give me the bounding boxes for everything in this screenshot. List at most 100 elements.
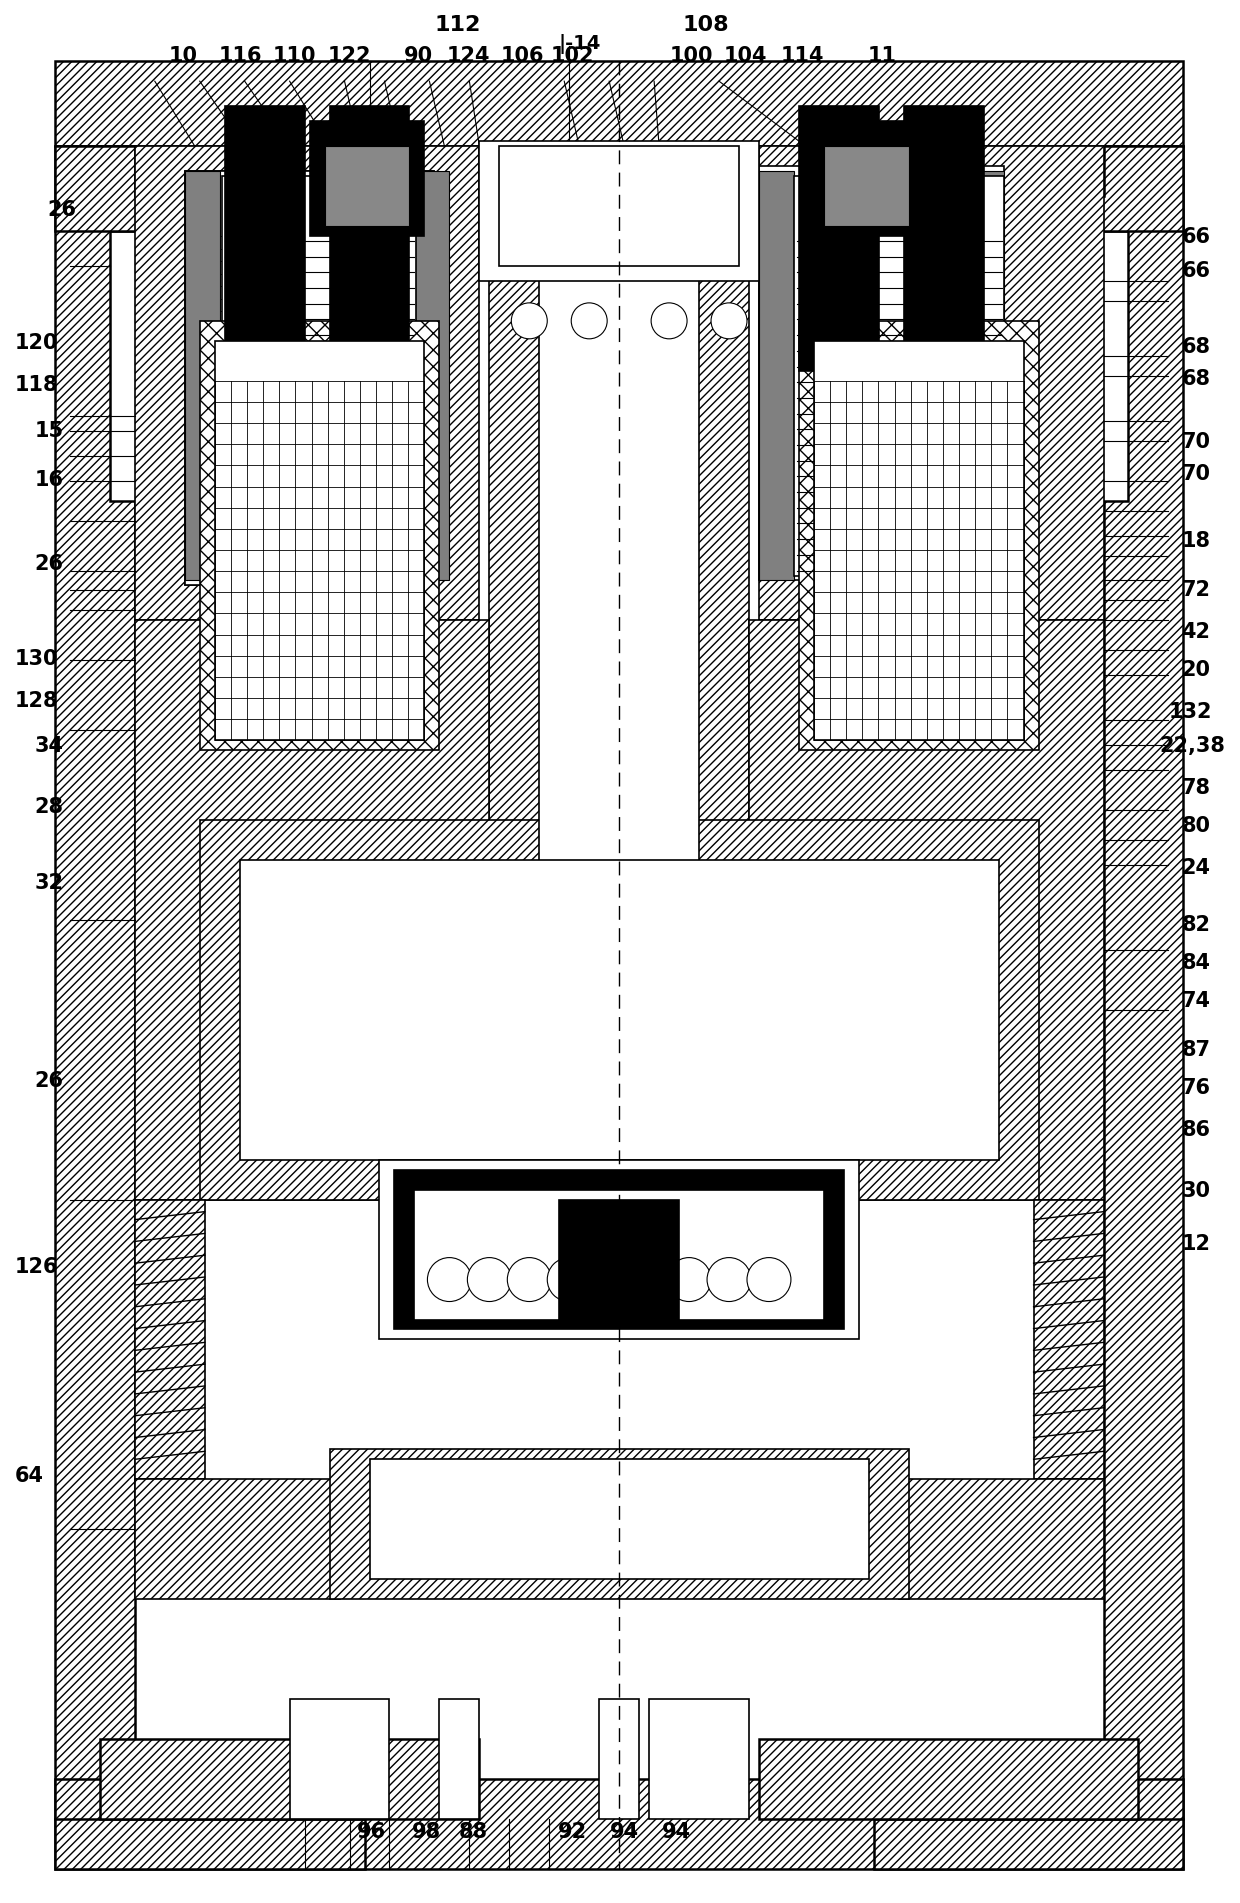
Text: 76: 76 xyxy=(1182,1079,1210,1098)
Text: 32: 32 xyxy=(35,873,63,893)
Polygon shape xyxy=(968,171,1003,580)
Text: 20: 20 xyxy=(1182,660,1210,679)
Polygon shape xyxy=(370,1460,869,1579)
Text: 100: 100 xyxy=(670,46,713,67)
Circle shape xyxy=(511,303,547,339)
Circle shape xyxy=(711,303,746,339)
Text: 120: 120 xyxy=(15,333,58,354)
Text: 106: 106 xyxy=(501,46,544,67)
Text: 124: 124 xyxy=(446,46,490,67)
Text: 30: 30 xyxy=(1182,1182,1210,1201)
Circle shape xyxy=(707,1258,751,1302)
Text: 108: 108 xyxy=(682,15,729,36)
Polygon shape xyxy=(749,620,1104,1199)
Polygon shape xyxy=(215,341,424,740)
Polygon shape xyxy=(135,147,480,620)
Text: 114: 114 xyxy=(781,46,825,67)
Polygon shape xyxy=(759,147,1104,620)
Text: 68: 68 xyxy=(1182,369,1210,390)
Text: 26: 26 xyxy=(47,200,76,221)
Polygon shape xyxy=(330,107,409,371)
Text: 16: 16 xyxy=(35,470,63,491)
Text: 18: 18 xyxy=(1182,531,1210,552)
Text: 94: 94 xyxy=(662,1821,691,1842)
Polygon shape xyxy=(239,860,998,1159)
Text: 102: 102 xyxy=(551,46,594,67)
Text: 98: 98 xyxy=(412,1821,440,1842)
Polygon shape xyxy=(904,107,983,371)
Text: 26: 26 xyxy=(35,554,63,575)
Text: 22,38: 22,38 xyxy=(1159,736,1225,755)
Polygon shape xyxy=(414,171,449,580)
Polygon shape xyxy=(439,1699,480,1819)
Text: 84: 84 xyxy=(1182,953,1210,972)
Polygon shape xyxy=(899,1479,1104,1599)
Polygon shape xyxy=(379,1159,859,1340)
Text: 66: 66 xyxy=(1182,261,1210,282)
Circle shape xyxy=(572,303,608,339)
Text: 122: 122 xyxy=(327,46,371,67)
Polygon shape xyxy=(185,171,219,580)
Polygon shape xyxy=(55,147,155,230)
Polygon shape xyxy=(480,141,759,282)
Text: 66: 66 xyxy=(1182,226,1210,247)
Text: 116: 116 xyxy=(218,46,262,67)
Text: 70: 70 xyxy=(1182,432,1210,453)
Polygon shape xyxy=(55,61,1183,147)
Text: 87: 87 xyxy=(1182,1041,1210,1060)
Polygon shape xyxy=(290,1699,389,1819)
Text: 11: 11 xyxy=(867,46,897,67)
Text: 82: 82 xyxy=(1182,915,1210,934)
Text: 12: 12 xyxy=(1182,1235,1210,1254)
Polygon shape xyxy=(185,171,434,586)
Text: 15: 15 xyxy=(35,421,63,441)
Polygon shape xyxy=(222,177,417,575)
Circle shape xyxy=(547,1258,591,1302)
Polygon shape xyxy=(500,147,739,266)
Polygon shape xyxy=(135,1479,340,1599)
Text: 74: 74 xyxy=(1182,991,1210,1010)
Text: 64: 64 xyxy=(15,1465,43,1486)
Circle shape xyxy=(627,1258,671,1302)
Polygon shape xyxy=(794,177,1003,575)
Text: 70: 70 xyxy=(1182,464,1210,485)
Polygon shape xyxy=(185,171,434,586)
Text: 42: 42 xyxy=(1182,622,1210,641)
Circle shape xyxy=(588,1258,631,1302)
Polygon shape xyxy=(330,1450,909,1599)
Circle shape xyxy=(428,1258,471,1302)
Polygon shape xyxy=(394,1170,844,1330)
Polygon shape xyxy=(1104,147,1183,1819)
Text: 86: 86 xyxy=(1182,1121,1210,1140)
Text: 94: 94 xyxy=(610,1821,639,1842)
Text: 80: 80 xyxy=(1182,816,1210,835)
Polygon shape xyxy=(100,1739,480,1819)
Polygon shape xyxy=(799,107,879,371)
Text: 128: 128 xyxy=(15,691,58,710)
Polygon shape xyxy=(200,820,1039,1199)
Polygon shape xyxy=(799,322,1039,750)
Text: 24: 24 xyxy=(1182,858,1210,877)
Polygon shape xyxy=(759,171,794,580)
Polygon shape xyxy=(414,1189,823,1319)
Circle shape xyxy=(507,1258,552,1302)
Polygon shape xyxy=(490,202,749,1300)
Text: 68: 68 xyxy=(1182,337,1210,358)
Text: 132: 132 xyxy=(1169,702,1213,721)
Circle shape xyxy=(651,303,687,339)
Polygon shape xyxy=(823,147,909,226)
Text: 78: 78 xyxy=(1182,778,1210,797)
Polygon shape xyxy=(599,1699,639,1819)
Text: 126: 126 xyxy=(15,1258,58,1277)
Polygon shape xyxy=(55,1779,1183,1869)
Circle shape xyxy=(467,1258,511,1302)
Polygon shape xyxy=(200,322,439,750)
Text: 10: 10 xyxy=(169,46,197,67)
Polygon shape xyxy=(135,620,490,1199)
Text: 104: 104 xyxy=(724,46,768,67)
Text: 28: 28 xyxy=(35,797,63,816)
Polygon shape xyxy=(135,1199,205,1479)
Polygon shape xyxy=(559,1199,680,1319)
Circle shape xyxy=(667,1258,711,1302)
Text: |-14: |-14 xyxy=(558,34,600,55)
